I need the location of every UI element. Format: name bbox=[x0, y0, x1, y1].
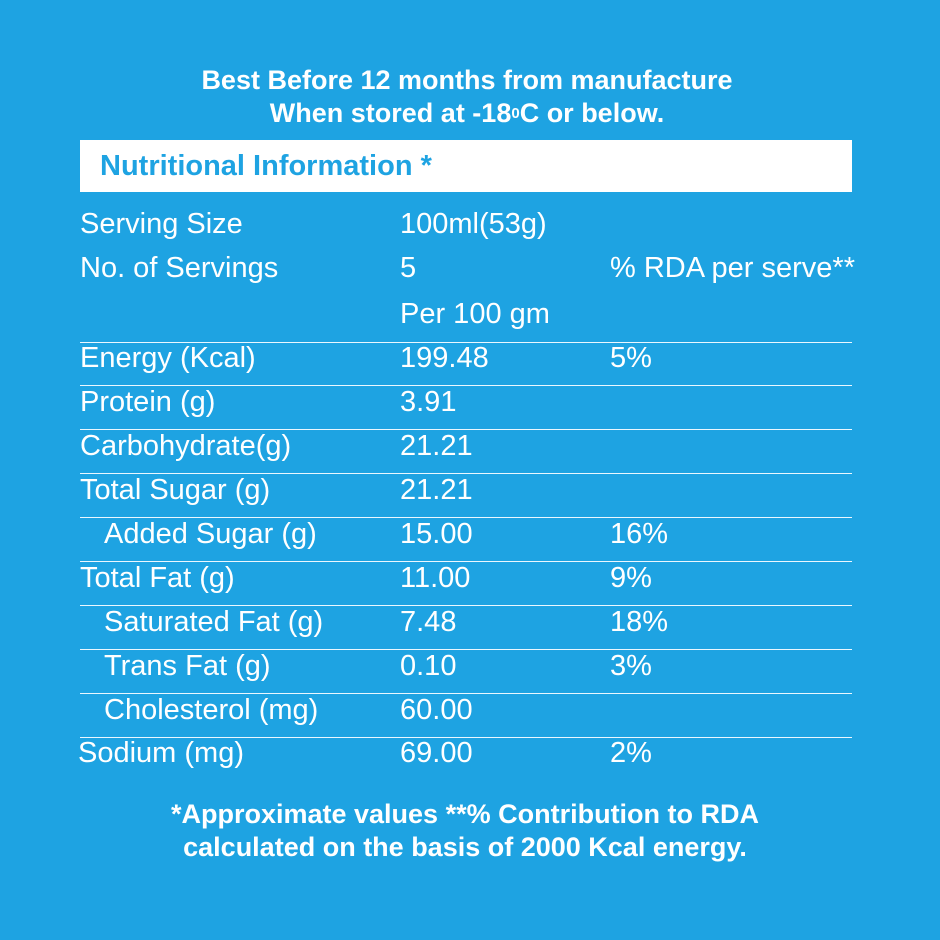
nutrient-row: Saturated Fat (g) 7.48 18% bbox=[80, 606, 852, 650]
nutrient-row: Carbohydrate(g) 21.21 bbox=[80, 430, 852, 474]
nutrient-value: 21.21 bbox=[400, 474, 473, 506]
footnote: *Approximate values **% Contribution to … bbox=[0, 798, 930, 864]
nutrient-label: Trans Fat (g) bbox=[104, 650, 271, 682]
nutrient-row: Total Sugar (g) 21.21 bbox=[80, 474, 852, 518]
nutrient-label: Sodium (mg) bbox=[78, 737, 244, 769]
servings-row: No. of Servings 5 % RDA per serve** bbox=[80, 252, 855, 294]
nutrient-row: Cholesterol (mg) 60.00 bbox=[80, 694, 852, 738]
serving-size-value: 100ml(53g) bbox=[400, 208, 547, 240]
serving-size-label: Serving Size bbox=[80, 208, 243, 240]
nutrient-value: 0.10 bbox=[400, 650, 457, 682]
nutrient-value: 21.21 bbox=[400, 430, 473, 462]
nutrient-label: Protein (g) bbox=[80, 386, 216, 418]
nutrient-rda: 3% bbox=[610, 650, 652, 682]
serving-size-row: Serving Size 100ml(53g) bbox=[80, 208, 852, 250]
nutrient-rda: 9% bbox=[610, 562, 652, 594]
nutrient-row: Protein (g) 3.91 bbox=[80, 386, 852, 430]
nutrient-row: Added Sugar (g) 15.00 16% bbox=[80, 518, 852, 562]
nutrient-label: Cholesterol (mg) bbox=[104, 694, 319, 726]
storage-temperature-text: When stored at -180C or below. bbox=[0, 97, 934, 134]
nutrient-rda: 16% bbox=[610, 518, 669, 550]
storage-temp-suffix: C or below. bbox=[519, 98, 665, 128]
best-before-text: Best Before 12 months from manufacture bbox=[201, 65, 733, 95]
nutrient-label: Carbohydrate(g) bbox=[80, 430, 292, 462]
nutrient-value: 7.48 bbox=[400, 606, 457, 638]
nutrient-label: Total Fat (g) bbox=[80, 562, 235, 594]
storage-note: Best Before 12 months from manufacture W… bbox=[0, 64, 934, 134]
per-100gm-label: Per 100 gm bbox=[400, 298, 550, 330]
nutrient-value: 3.91 bbox=[400, 386, 457, 418]
nutrient-row: Total Fat (g) 11.00 9% bbox=[80, 562, 852, 606]
nutrient-value: 69.00 bbox=[400, 737, 473, 769]
servings-label: No. of Servings bbox=[80, 252, 279, 284]
nutrient-label: Total Sugar (g) bbox=[80, 474, 271, 506]
nutrient-rda: 5% bbox=[610, 342, 652, 374]
footnote-line-2: calculated on the basis of 2000 Kcal ene… bbox=[183, 832, 747, 862]
nutrient-value: 199.48 bbox=[400, 342, 489, 374]
nutrient-value: 60.00 bbox=[400, 694, 473, 726]
nutrient-label: Energy (Kcal) bbox=[80, 342, 256, 374]
nutrient-rda: 2% bbox=[610, 737, 652, 769]
servings-value: 5 bbox=[400, 252, 417, 284]
nutrient-value: 15.00 bbox=[400, 518, 473, 550]
rda-header: % RDA per serve** bbox=[610, 252, 855, 284]
nutrient-label: Saturated Fat (g) bbox=[104, 606, 324, 638]
nutrient-row: Energy (Kcal) 199.48 5% bbox=[80, 342, 852, 386]
nutrient-value: 11.00 bbox=[400, 562, 471, 594]
storage-temp-prefix: When stored at -18 bbox=[269, 98, 512, 128]
nutrient-rda: 18% bbox=[610, 606, 669, 638]
nutrition-header: Nutritional Information * bbox=[80, 140, 852, 192]
per-100gm-row: Per 100 gm bbox=[80, 298, 852, 343]
nutrient-row: Trans Fat (g) 0.10 3% bbox=[80, 650, 852, 694]
footnote-line-1: *Approximate values **% Contribution to … bbox=[170, 799, 760, 829]
nutrient-label: Added Sugar (g) bbox=[104, 518, 317, 550]
nutrient-row: Sodium (mg) 69.00 2% bbox=[78, 737, 852, 780]
degree-mark: 0 bbox=[511, 105, 520, 122]
